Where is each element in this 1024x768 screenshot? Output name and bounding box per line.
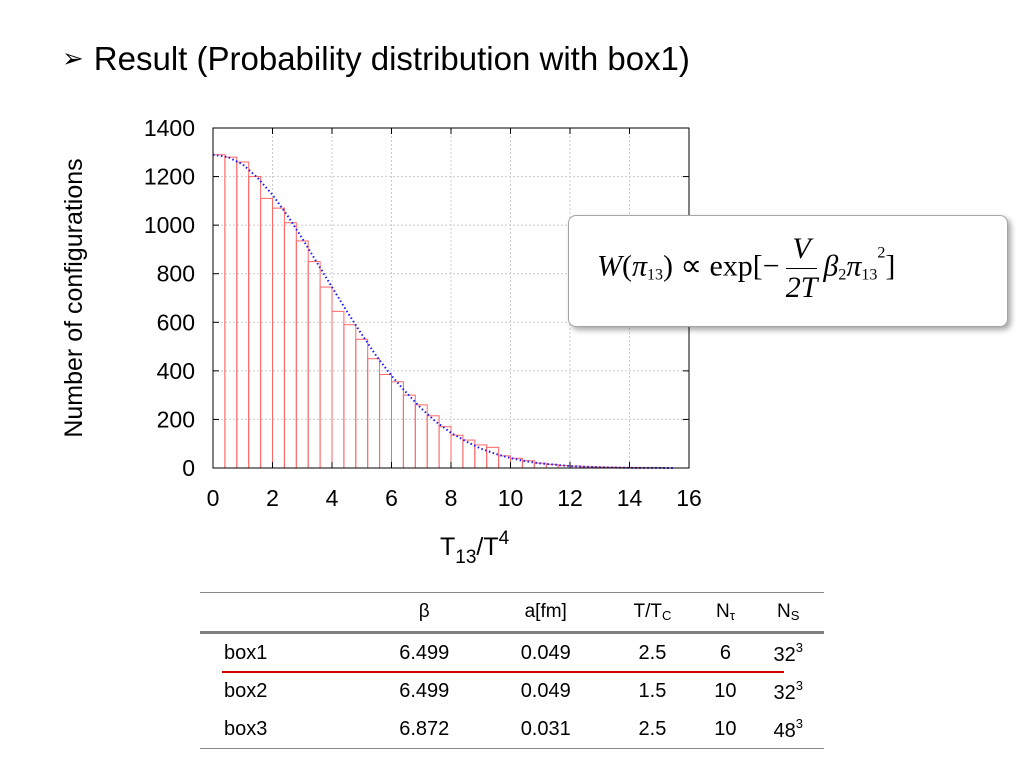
formula-numerator: V xyxy=(785,230,818,269)
cell-ns: 483 xyxy=(773,715,803,742)
histogram-bar xyxy=(462,439,476,469)
table-row: box3 6.872 0.031 2.5 10 483 xyxy=(200,710,824,749)
cell-a: 0.031 xyxy=(520,717,571,740)
formula-box: W(π13) ∝ exp[− V 2T β2π132] xyxy=(568,215,1008,327)
header-t: T/TC xyxy=(633,601,672,623)
row-name: box2 xyxy=(224,679,268,702)
formula-denominator: 2T xyxy=(785,271,818,304)
formula-sub-13: 13 xyxy=(647,266,664,284)
x-axis-label: T13/T4 xyxy=(440,528,510,568)
formula-propto: ) ∝ exp[− xyxy=(663,249,780,283)
formula-close-bracket: ] xyxy=(885,249,896,283)
cell-beta: 6.872 xyxy=(399,717,450,740)
header-empty xyxy=(200,593,364,633)
cell-t: 2.5 xyxy=(638,717,667,740)
table-header-row: β a[fm] T/TC Nτ NS xyxy=(200,592,824,633)
formula-pi: π xyxy=(632,249,648,283)
x-tick-label: 0 xyxy=(207,485,220,511)
histogram-bar xyxy=(343,324,357,469)
histogram-bar xyxy=(414,404,428,469)
cell-t: 1.5 xyxy=(638,679,667,702)
formula-w: W xyxy=(597,249,622,283)
y-tick-label: 600 xyxy=(157,309,195,335)
histogram-bar xyxy=(295,240,309,469)
formula-sub-2: 2 xyxy=(838,266,847,284)
x-tick-label: 10 xyxy=(498,485,524,511)
highlight-underline xyxy=(222,671,784,673)
histogram-bar xyxy=(474,444,488,469)
formula-fraction: V 2T xyxy=(785,230,818,307)
probability-formula: W(π13) ∝ exp[− V 2T β2π132] xyxy=(597,230,895,307)
histogram-bar xyxy=(450,434,464,469)
y-tick-label: 1200 xyxy=(144,164,195,190)
histogram-bar xyxy=(319,286,333,469)
y-tick-label: 800 xyxy=(157,261,195,287)
cell-ntau: 6 xyxy=(719,641,731,664)
cell-ns: 323 xyxy=(773,639,803,666)
table-row: box1 6.499 0.049 2.5 6 323 xyxy=(200,633,824,673)
y-axis-label: Number of configurations xyxy=(60,158,88,437)
header-a: a[fm] xyxy=(524,601,567,622)
x-tick-label: 16 xyxy=(676,485,702,511)
y-tick-label: 200 xyxy=(157,406,195,432)
histogram-bar xyxy=(236,161,250,469)
cell-beta: 6.499 xyxy=(399,679,450,702)
bullet-arrow-icon: ➢ xyxy=(62,43,84,73)
slide-title: ➢ Result (Probability distribution with b… xyxy=(62,40,690,78)
x-tick-label: 4 xyxy=(326,485,339,511)
cell-ntau: 10 xyxy=(714,679,737,702)
histogram-bar xyxy=(224,156,238,469)
histogram-bar xyxy=(260,197,274,469)
x-tick-label: 6 xyxy=(385,485,398,511)
slide-title-text: Result (Probability distribution with bo… xyxy=(93,40,690,77)
histogram-bar xyxy=(272,207,285,469)
cell-t: 2.5 xyxy=(638,641,667,664)
histogram-bar xyxy=(355,338,369,469)
cell-a: 0.049 xyxy=(520,641,571,664)
row-name: box3 xyxy=(224,717,268,740)
x-tick-label: 2 xyxy=(266,485,279,511)
x-tick-label: 14 xyxy=(617,485,643,511)
formula-beta: β xyxy=(823,249,839,283)
histogram-bar xyxy=(331,310,345,469)
header-ntau: Nτ xyxy=(715,601,735,623)
histogram-bar xyxy=(212,154,226,469)
formula-sup-2: 2 xyxy=(877,244,886,262)
cell-ntau: 10 xyxy=(714,717,737,740)
y-tick-label: 400 xyxy=(157,358,195,384)
cell-beta: 6.499 xyxy=(399,641,450,664)
histogram-bar xyxy=(283,222,297,469)
table-row: box2 6.499 0.049 1.5 10 323 xyxy=(200,672,824,710)
y-tick-label: 1400 xyxy=(144,115,195,141)
histogram-bar xyxy=(307,261,321,469)
header-beta: β xyxy=(418,601,430,622)
histogram-bar xyxy=(391,381,404,469)
histogram-bar xyxy=(438,426,452,469)
header-ns: NS xyxy=(777,601,800,623)
histogram-bar xyxy=(486,446,500,469)
y-tick-label: 0 xyxy=(182,455,195,481)
formula-open-paren: ( xyxy=(622,249,632,283)
histogram-bar xyxy=(379,374,393,469)
formula-sub-13-2: 13 xyxy=(861,266,878,284)
cell-ns: 323 xyxy=(773,677,803,704)
x-tick-label: 12 xyxy=(557,485,583,511)
parameters-table: β a[fm] T/TC Nτ NS box1 6.499 0.049 2.5 … xyxy=(200,592,824,749)
histogram-bar xyxy=(367,358,381,469)
cell-a: 0.049 xyxy=(520,679,571,702)
formula-pi-2: π xyxy=(846,249,862,283)
row-name: box1 xyxy=(224,641,268,664)
x-tick-label: 8 xyxy=(445,485,458,511)
histogram-bar xyxy=(402,394,416,469)
y-tick-label: 1000 xyxy=(144,212,195,238)
